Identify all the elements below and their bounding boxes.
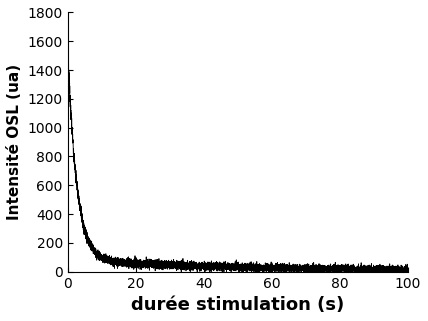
Y-axis label: Intensité OSL (ua): Intensité OSL (ua) xyxy=(7,64,22,220)
X-axis label: durée stimulation (s): durée stimulation (s) xyxy=(131,296,345,314)
